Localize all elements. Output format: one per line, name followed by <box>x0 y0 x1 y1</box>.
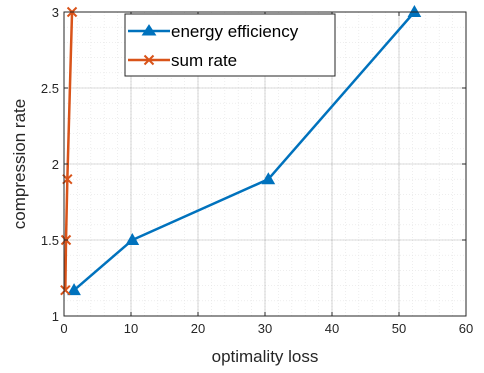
legend-item-sum-rate: sum rate <box>128 51 237 70</box>
y-tick-label: 1.5 <box>41 233 59 248</box>
x-axis-label: optimality loss <box>212 347 319 366</box>
data-point-energy-efficiency <box>261 172 276 185</box>
legend-item-energy-efficiency: energy efficiency <box>128 22 299 41</box>
x-tick-label: 60 <box>459 321 473 336</box>
data-point-energy-efficiency <box>67 283 81 296</box>
legend: energy efficiency sum rate <box>124 13 336 77</box>
data-point-stroke <box>60 284 71 296</box>
x-tick-label: 40 <box>325 321 339 336</box>
x-tick-label: 0 <box>60 321 67 336</box>
series-energy-efficiency <box>67 4 422 296</box>
data-point-sum-rate <box>60 284 71 296</box>
x-tick-label: 30 <box>258 321 272 336</box>
x-tick-label: 20 <box>191 321 205 336</box>
legend-box <box>124 13 336 77</box>
legend-marker-energy-efficiency <box>141 24 157 36</box>
x-tick-labels: 0 10 20 30 40 50 60 <box>60 321 473 336</box>
y-tick-label: 2.5 <box>41 81 59 96</box>
legend-marker-sum-rate <box>143 54 155 66</box>
y-tick-label: 2 <box>52 157 59 172</box>
x-tick-label: 50 <box>392 321 406 336</box>
y-tick-label: 3 <box>52 5 59 20</box>
legend-label-sum-rate: sum rate <box>171 51 237 70</box>
y-tick-label: 1 <box>52 309 59 324</box>
y-tick-labels: 1 1.5 2 2.5 3 <box>41 5 59 324</box>
series-line-sum-rate <box>64 11 74 291</box>
y-axis-label: compression rate <box>10 99 29 229</box>
x-tick-label: 10 <box>124 321 138 336</box>
data-point-energy-efficiency <box>125 232 140 245</box>
data-point-energy-efficiency <box>407 4 422 17</box>
series-line-energy-efficiency <box>73 11 416 292</box>
legend-label-energy-efficiency: energy efficiency <box>171 22 299 41</box>
